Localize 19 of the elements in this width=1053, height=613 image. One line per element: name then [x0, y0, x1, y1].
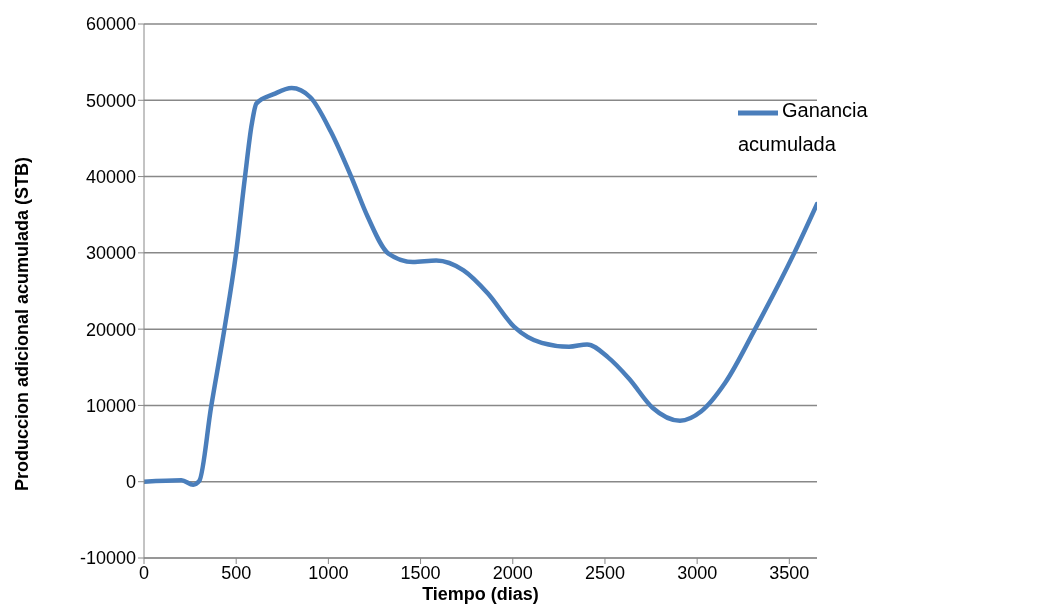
y-tick-label: 20000 [85, 319, 136, 340]
y-tick-label: 40000 [85, 166, 136, 187]
x-tick-label: 3500 [769, 562, 810, 583]
y-axis-title: Produccion adicional acumulada (STB) [12, 156, 33, 491]
y-tick-label: 30000 [85, 243, 136, 264]
x-tick-label: 3000 [677, 562, 718, 583]
y-tick-label: 10000 [85, 395, 136, 416]
x-tick-label: 1000 [308, 562, 349, 583]
y-tick-label: 0 [125, 472, 136, 493]
y-tick-label: -10000 [79, 548, 136, 569]
x-axis-title: Tiempo (dias) [422, 584, 539, 604]
x-tick-label: 1500 [400, 562, 441, 583]
x-tick-label: 0 [138, 562, 150, 583]
x-tick-label: 2500 [584, 562, 625, 583]
y-tick-label: 60000 [85, 14, 136, 35]
y-tick-label: 50000 [85, 90, 136, 111]
x-tick-label: 500 [221, 562, 252, 583]
legend-label: Ganancia acumulada [738, 99, 868, 155]
x-tick-label: 2000 [492, 562, 533, 583]
